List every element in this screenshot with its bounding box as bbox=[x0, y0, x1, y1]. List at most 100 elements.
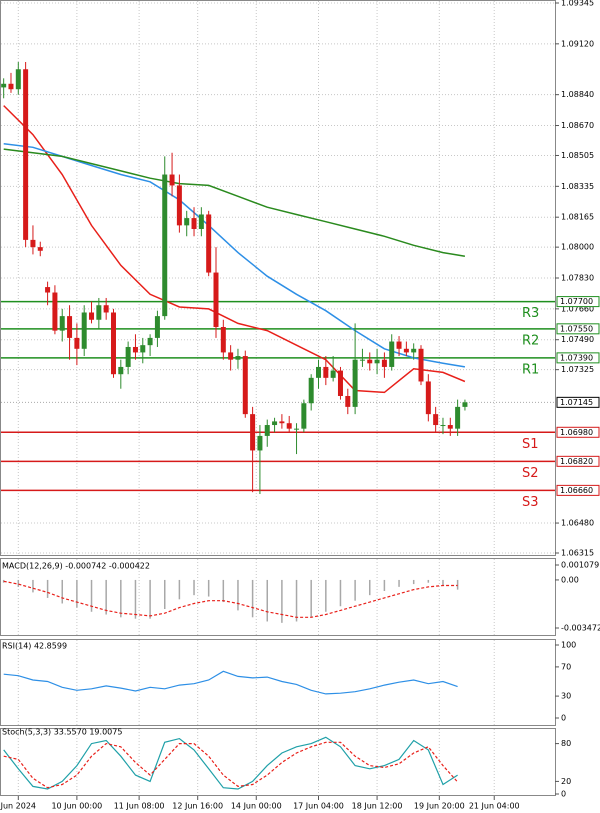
x-tick-label: 17 Jun 04:00 bbox=[293, 802, 344, 811]
moving-average bbox=[3, 142, 466, 368]
x-tick-label: Jun 2024 bbox=[0, 802, 36, 811]
candle-body bbox=[440, 425, 446, 427]
candle-body bbox=[323, 366, 329, 378]
candle-body bbox=[191, 218, 197, 229]
level-price: 1.07390 bbox=[560, 353, 593, 362]
level-label-box bbox=[556, 484, 600, 496]
candle-body bbox=[110, 312, 116, 375]
level-label-box bbox=[556, 323, 600, 335]
panel-title: MACD(12,26,9) -0.000742 -0.000422 bbox=[2, 562, 150, 571]
candle-body bbox=[308, 377, 314, 404]
panel-frame bbox=[0, 558, 556, 636]
level-label-box bbox=[556, 296, 600, 308]
y-tick-label: 1.08335 bbox=[561, 182, 594, 191]
indicator-line bbox=[3, 670, 458, 695]
level-name: R3 bbox=[522, 306, 539, 321]
x-tick-label: 21 Jun 04:00 bbox=[469, 802, 520, 811]
candle-body bbox=[96, 305, 102, 320]
indicator-line bbox=[3, 736, 458, 790]
candle-body bbox=[30, 239, 36, 248]
candle-body bbox=[257, 435, 263, 451]
candle-body bbox=[220, 327, 226, 353]
x-tick-label: 11 Jun 08:00 bbox=[114, 802, 165, 811]
candle-body bbox=[294, 428, 300, 430]
level-name: S1 bbox=[522, 437, 539, 452]
candle-body bbox=[462, 402, 468, 407]
y-tick-label: 0.001079 bbox=[561, 561, 599, 570]
candle-body bbox=[367, 359, 373, 364]
candle-body bbox=[433, 414, 439, 426]
level-price: 1.07550 bbox=[560, 324, 593, 333]
candle-body bbox=[176, 185, 182, 226]
x-tick-label: 10 Jun 00:00 bbox=[51, 802, 102, 811]
candle-body bbox=[352, 359, 358, 407]
candle-body bbox=[198, 214, 204, 229]
y-tick-label: 1.07830 bbox=[561, 274, 594, 283]
candle-body bbox=[154, 316, 160, 338]
candle-body bbox=[418, 348, 424, 382]
level-price: 1.06660 bbox=[560, 486, 593, 495]
panel-title: Stoch(5,3,3) 33.5570 19.0075 bbox=[2, 728, 122, 737]
level-name: S2 bbox=[522, 466, 539, 481]
y-tick-label: 0.00 bbox=[561, 575, 579, 584]
y-tick-label: 0 bbox=[561, 714, 566, 723]
level-name: S3 bbox=[522, 495, 539, 510]
y-tick-label: 1.07490 bbox=[561, 335, 594, 344]
candle-body bbox=[403, 348, 409, 353]
y-tick-label: 80 bbox=[561, 739, 571, 748]
candle-body bbox=[132, 346, 138, 353]
candle-body bbox=[81, 312, 87, 349]
level-label-box bbox=[556, 426, 600, 438]
last-price-box bbox=[556, 396, 600, 408]
candle-body bbox=[37, 247, 43, 251]
candle-body bbox=[67, 316, 73, 338]
y-tick-label: 1.07325 bbox=[561, 365, 594, 374]
indicator-line bbox=[3, 580, 458, 618]
candle-body bbox=[264, 425, 270, 436]
moving-average bbox=[3, 148, 466, 257]
y-tick-label: 1.08165 bbox=[561, 213, 594, 222]
candle-body bbox=[23, 69, 29, 240]
candle-body bbox=[206, 214, 212, 273]
panel-title: RSI(14) 42.8599 bbox=[2, 642, 67, 651]
candle-body bbox=[140, 345, 146, 353]
x-tick-label: 12 Jun 16:00 bbox=[172, 802, 223, 811]
candle-body bbox=[447, 425, 453, 429]
candle-body bbox=[52, 292, 58, 331]
level-price: 1.07700 bbox=[560, 297, 593, 306]
candle-body bbox=[455, 406, 461, 429]
candle-body bbox=[250, 414, 256, 451]
candle-body bbox=[184, 218, 190, 226]
y-tick-label: 1.09345 bbox=[561, 0, 594, 8]
moving-average bbox=[3, 105, 466, 394]
y-tick-label: 1.08840 bbox=[561, 90, 594, 99]
y-tick-label: 1.08000 bbox=[561, 243, 594, 252]
level-label-box bbox=[556, 455, 600, 467]
y-tick-label: 20 bbox=[561, 777, 571, 786]
candle-body bbox=[396, 341, 402, 349]
candle-body bbox=[235, 356, 241, 360]
y-tick-label: 100 bbox=[561, 641, 576, 650]
candle-body bbox=[345, 395, 351, 407]
candle-body bbox=[15, 69, 21, 90]
candle-body bbox=[45, 287, 51, 293]
candle-body bbox=[316, 366, 322, 378]
candle-body bbox=[374, 359, 380, 364]
candle-body bbox=[228, 352, 234, 360]
candle-body bbox=[169, 174, 175, 186]
candle-body bbox=[242, 356, 248, 415]
y-tick-label: 1.09120 bbox=[561, 39, 594, 48]
candle-body bbox=[1, 83, 7, 88]
level-name: R2 bbox=[522, 333, 539, 348]
candle-body bbox=[389, 341, 395, 367]
candle-body bbox=[213, 272, 219, 328]
level-name: R1 bbox=[522, 362, 539, 377]
candle-body bbox=[118, 366, 124, 375]
candle-body bbox=[272, 421, 278, 426]
y-tick-label: 1.06480 bbox=[561, 519, 594, 528]
indicator-line bbox=[3, 741, 459, 789]
level-price: 1.06980 bbox=[560, 428, 593, 437]
candle-body bbox=[162, 174, 168, 317]
y-tick-label: 0 bbox=[561, 790, 566, 799]
